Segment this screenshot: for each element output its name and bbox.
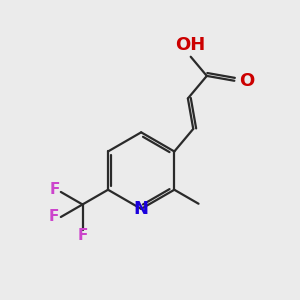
Text: F: F bbox=[77, 229, 88, 244]
Text: F: F bbox=[48, 209, 59, 224]
Text: O: O bbox=[239, 72, 254, 90]
Text: F: F bbox=[50, 182, 60, 196]
Text: N: N bbox=[134, 200, 149, 218]
Text: OH: OH bbox=[176, 36, 206, 54]
